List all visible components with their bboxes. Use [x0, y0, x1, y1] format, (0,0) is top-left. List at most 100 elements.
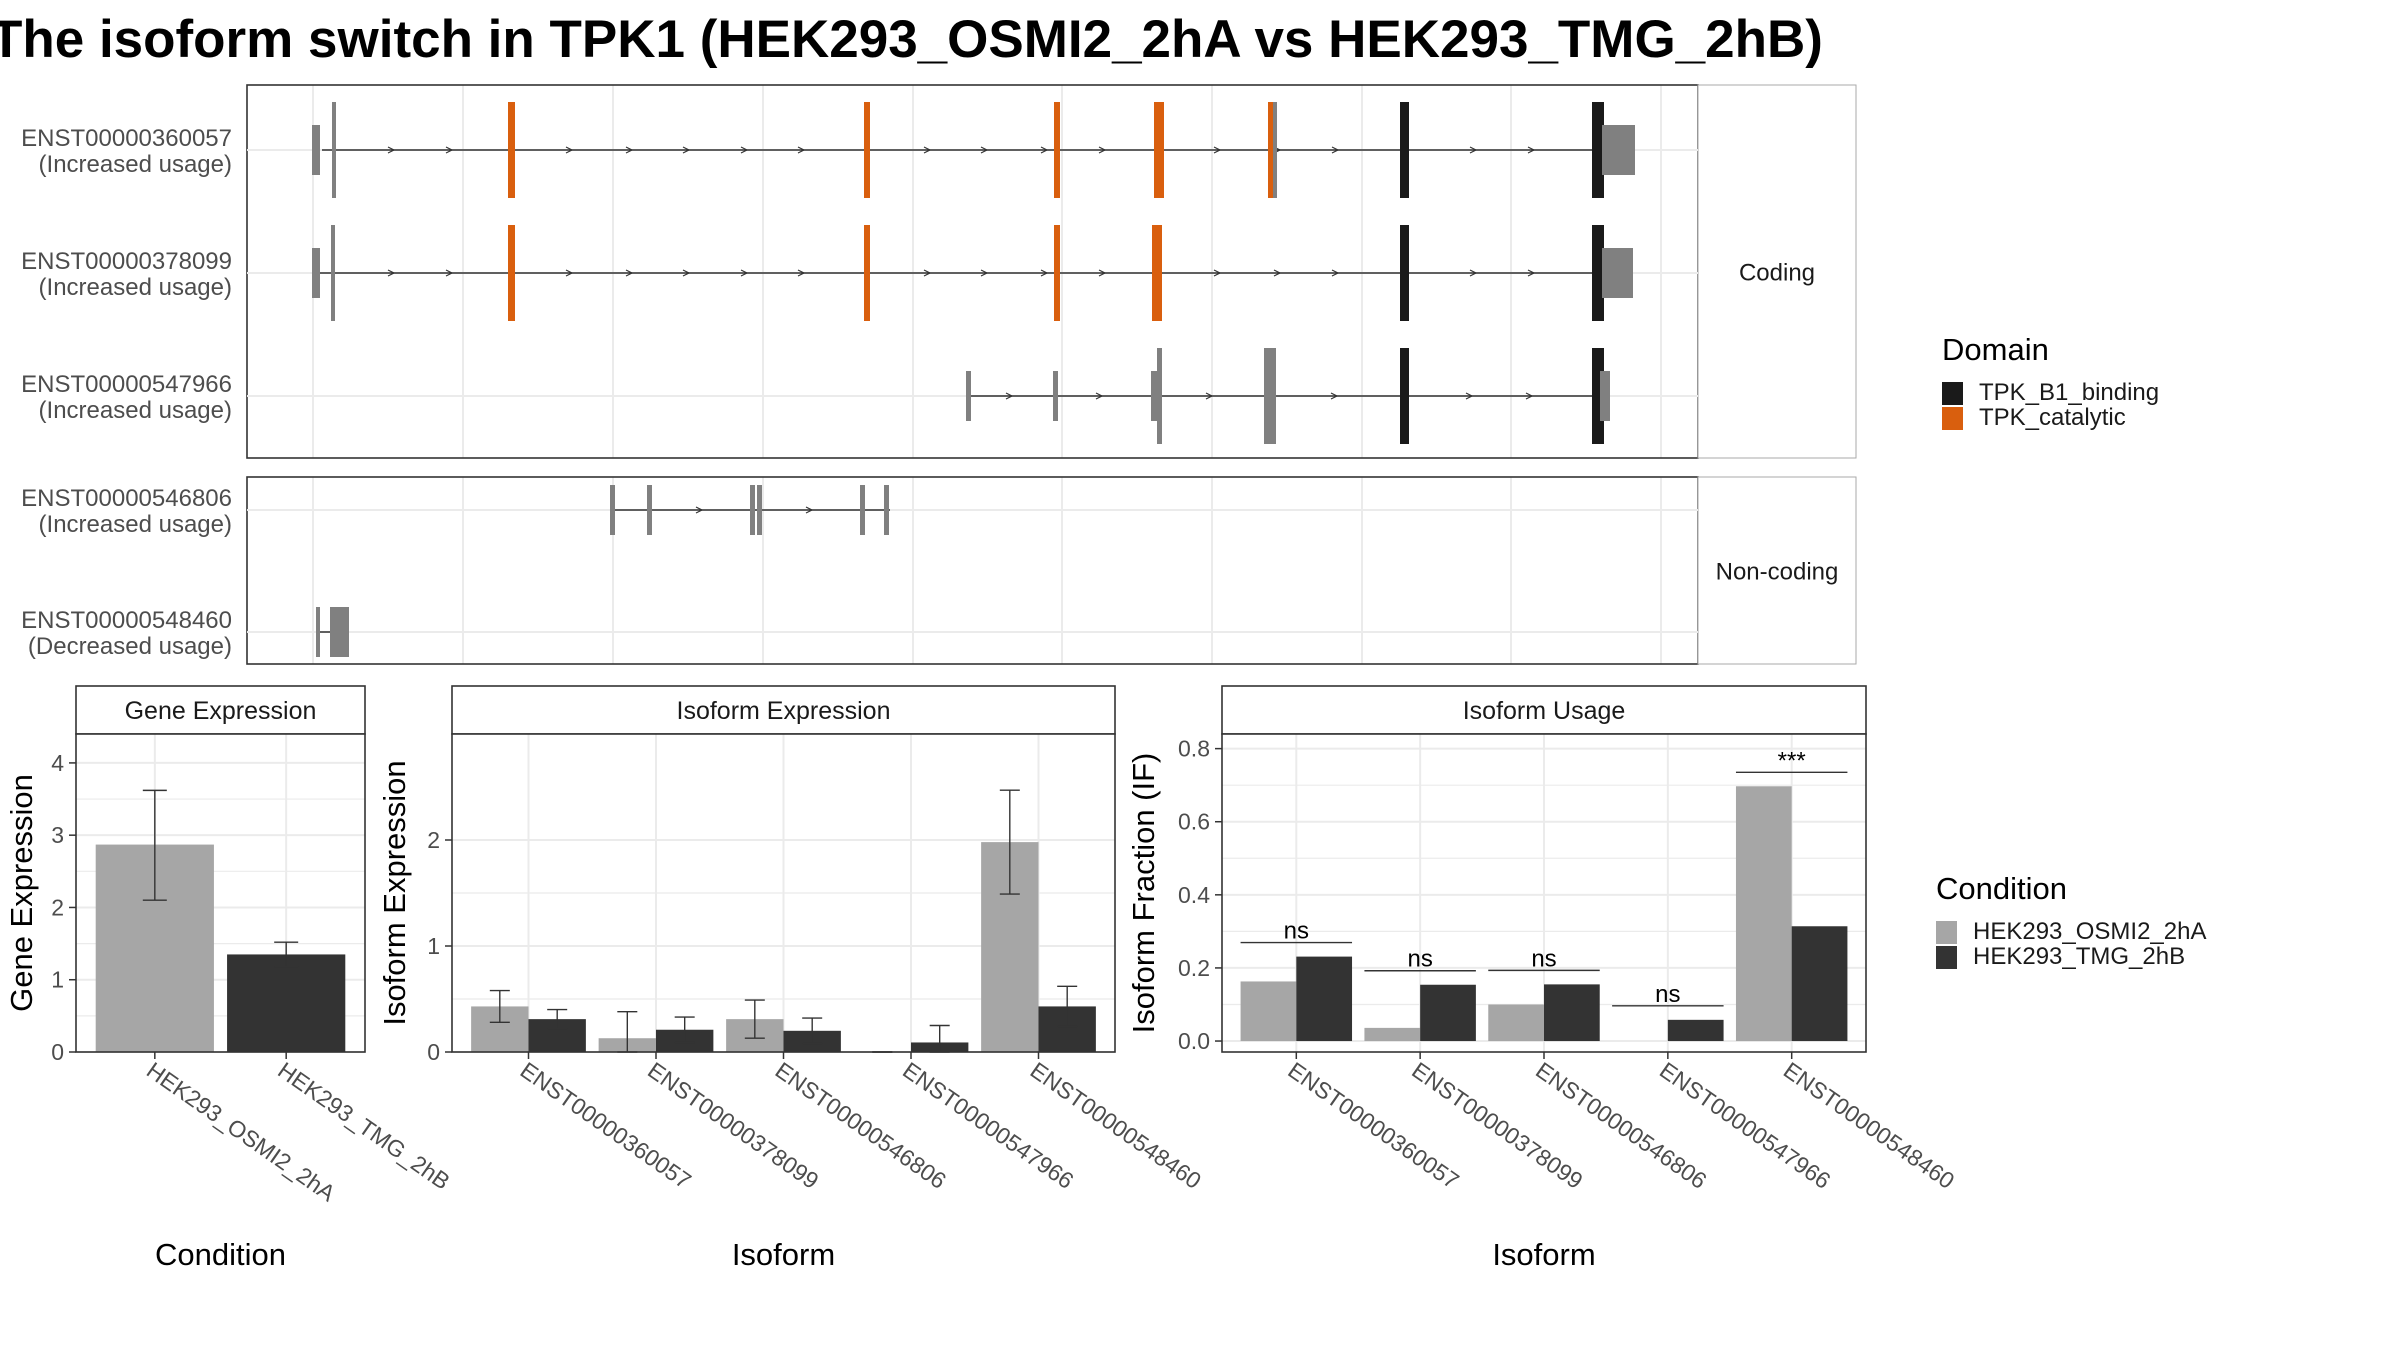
strand-arrow: [387, 269, 396, 277]
transcript-usage-label: (Increased usage): [39, 151, 232, 178]
structure-panel-bg: [247, 477, 1698, 664]
strand-arrow: [565, 269, 574, 277]
strand-arrow: [797, 146, 806, 154]
significance-label: ***: [1778, 747, 1806, 774]
condition-legend-title: Condition: [1936, 871, 2067, 906]
strand-arrow: [1213, 269, 1222, 277]
strand-arrow: [923, 146, 932, 154]
strand-arrow: [1527, 146, 1536, 154]
plot-border: [75, 733, 366, 1053]
bar-HEK293_OSMI2_2hA-ENST00000378099: [1364, 1027, 1421, 1042]
exon: [757, 485, 762, 535]
strand-arrow: [980, 146, 989, 154]
x-axis-title: Condition: [155, 1237, 286, 1272]
y-tick-label: 1: [51, 967, 64, 993]
domain-legend-label: TPK_catalytic: [1979, 404, 2126, 431]
exon: [750, 485, 755, 535]
y-tick-label: 2: [51, 894, 64, 920]
exon-tpk-catalytic: [864, 225, 870, 321]
bar-HEK293_OSMI2_2hA-ENST00000360057: [1240, 981, 1297, 1042]
figure-title: The isoform switch in TPK1 (HEK293_OSMI2…: [0, 10, 1823, 69]
exon: [1151, 371, 1157, 421]
strand-arrow: [1469, 146, 1478, 154]
facet-label-coding: Coding: [1739, 260, 1815, 287]
strand-arrow: [1098, 269, 1107, 277]
exon-tpk-catalytic: [1268, 102, 1277, 198]
strand-arrow: [740, 146, 749, 154]
strand-arrow: [797, 269, 806, 277]
transcript-usage-label: (Increased usage): [39, 397, 232, 424]
exon: [1273, 102, 1277, 198]
strand-arrow: [1213, 146, 1222, 154]
exon: [1264, 348, 1276, 444]
strand-arrow: [1040, 269, 1049, 277]
strand-arrow: [980, 269, 989, 277]
strand-arrow: [695, 506, 704, 514]
y-tick-label: 1: [427, 933, 440, 959]
strand-arrow: [1330, 392, 1339, 400]
exon: [1600, 371, 1610, 421]
exon-tpk-b1-binding: [1592, 225, 1604, 321]
y-tick-label: 0.0: [1178, 1028, 1210, 1054]
exon: [966, 371, 971, 421]
exon: [860, 485, 865, 535]
facet-strip: [1697, 84, 1857, 459]
y-axis-title: Gene Expression: [4, 774, 39, 1012]
exon-tpk-catalytic: [508, 102, 515, 198]
strand-arrow: [1527, 269, 1536, 277]
domain-legend-title: Domain: [1942, 332, 2049, 367]
y-tick-label: 0: [427, 1039, 440, 1065]
significance-label: ns: [1284, 918, 1309, 945]
transcript-usage-label: (Increased usage): [39, 274, 232, 301]
exon: [332, 102, 336, 198]
strand-arrow: [682, 269, 691, 277]
exon: [610, 485, 615, 535]
y-axis-title: Isoform Expression: [377, 760, 412, 1025]
bar-HEK293_TMG_2hB: [227, 954, 346, 1052]
strand-arrow: [1525, 392, 1534, 400]
exon: [312, 248, 320, 298]
transcript-id-label: ENST00000547966: [21, 371, 232, 398]
exon-tpk-catalytic: [1054, 225, 1060, 321]
bar-HEK293_TMG_2hB-ENST00000547966: [1667, 1019, 1724, 1042]
exon: [1602, 125, 1635, 175]
strand-arrow: [1205, 392, 1214, 400]
bar-HEK293_TMG_2hB-ENST00000360057: [1296, 956, 1353, 1042]
transcript-id-label: ENST00000548460: [21, 607, 232, 634]
expression-charts: Gene Expression01234HEK293_OSMI2_2hAHEK2…: [4, 685, 1959, 1272]
facet-strip: [1697, 476, 1857, 665]
bar-HEK293_OSMI2_2hA-ENST00000548460: [1735, 786, 1792, 1042]
y-tick-label: 0.4: [1178, 882, 1210, 908]
transcript-id-label: ENST00000546806: [21, 485, 232, 512]
y-tick-label: 0.2: [1178, 955, 1210, 981]
y-tick-label: 0.8: [1178, 736, 1210, 762]
exon-tpk-catalytic: [1154, 102, 1164, 198]
strand-arrow: [740, 269, 749, 277]
significance-label: ns: [1407, 946, 1432, 973]
domain-legend-swatch: [1942, 382, 1963, 405]
y-tick-label: 0.6: [1178, 809, 1210, 835]
exon: [330, 607, 349, 657]
chart-title-strip: [75, 685, 366, 735]
exon: [647, 485, 652, 535]
exon-tpk-catalytic: [864, 102, 870, 198]
strand-arrow: [625, 269, 634, 277]
y-tick-label: 0: [51, 1039, 64, 1065]
significance-label: ns: [1655, 981, 1680, 1008]
chart-title: Gene Expression: [125, 697, 317, 725]
strand-arrow: [682, 146, 691, 154]
exon-tpk-catalytic: [1054, 102, 1060, 198]
bar-HEK293_TMG_2hB-ENST00000378099: [1420, 984, 1476, 1042]
exon: [316, 607, 320, 657]
facet-label-noncoding: Non-coding: [1716, 559, 1839, 586]
strand-arrow: [387, 146, 396, 154]
exon: [884, 485, 889, 535]
strand-arrow: [1098, 146, 1107, 154]
transcript-id-label: ENST00000360057: [21, 125, 232, 152]
transcript-usage-label: (Decreased usage): [28, 633, 232, 660]
condition-legend-label: HEK293_OSMI2_2hA: [1973, 918, 2206, 945]
strand-arrow: [1005, 392, 1014, 400]
exon: [1053, 371, 1058, 421]
chart-title-strip: [451, 685, 1116, 735]
